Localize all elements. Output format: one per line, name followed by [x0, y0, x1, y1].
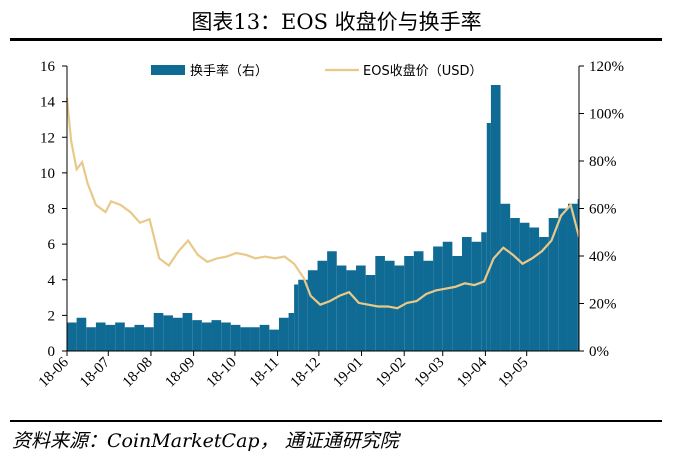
turnover-bar: [356, 265, 366, 351]
turnover-bar: [539, 237, 549, 351]
turnover-bar: [192, 320, 202, 352]
source-rule: [10, 420, 662, 422]
turnover-bar: [471, 241, 482, 351]
turnover-bar: [95, 322, 106, 351]
turnover-bar: [105, 324, 116, 352]
left-tick-label: 8: [48, 202, 56, 218]
turnover-bar: [423, 260, 434, 351]
turnover-bar: [294, 284, 299, 351]
left-tick-label: 14: [40, 95, 56, 111]
turnover-bar: [413, 251, 424, 351]
left-tick-label: 10: [40, 166, 55, 182]
x-tick-label: 18-10: [204, 355, 240, 391]
right-tick-label: 80%: [589, 154, 617, 170]
turnover-bar: [577, 199, 579, 351]
legend-label-turnover: 换手率（右）: [190, 63, 268, 79]
x-tick-label: 19-04: [454, 354, 490, 390]
turnover-bar: [433, 246, 443, 351]
x-tick-label: 18-12: [288, 355, 324, 391]
x-tick-label: 18-09: [162, 355, 198, 391]
turnover-bar: [144, 327, 154, 351]
turnover-bar: [67, 322, 77, 351]
left-tick-label: 2: [48, 308, 56, 324]
turnover-bar: [278, 317, 289, 351]
turnover-bar: [182, 313, 193, 351]
turnover-bar: [481, 232, 487, 351]
turnover-bar: [269, 329, 279, 352]
turnover-bar: [134, 324, 145, 352]
turnover-bar: [548, 218, 559, 351]
left-tick-label: 12: [40, 130, 55, 146]
turnover-bar: [240, 327, 251, 351]
turnover-bar: [346, 270, 357, 351]
x-tick-label: 18-08: [120, 355, 156, 391]
turnover-bar: [365, 275, 376, 351]
turnover-bar: [336, 265, 347, 351]
title-rule: [10, 38, 662, 41]
turnover-bars: [67, 85, 579, 352]
x-tick-label: 18-07: [77, 354, 113, 390]
left-tick-label: 0: [48, 344, 56, 360]
turnover-bar: [288, 313, 295, 351]
legend: 换手率（右） EOS收盘价（USD）: [151, 63, 482, 79]
turnover-bar: [317, 260, 328, 351]
turnover-bar: [172, 317, 183, 351]
turnover-bar: [221, 322, 231, 351]
turnover-bar: [519, 222, 530, 351]
turnover-bar: [529, 227, 540, 351]
turnover-bar: [298, 279, 308, 351]
axes: 02468101214160%20%40%60%80%100%120%18-06…: [36, 59, 624, 391]
price-line: [65, 97, 581, 310]
turnover-bar: [486, 123, 491, 351]
turnover-bar: [211, 320, 222, 352]
page-title: 图表13：EOS 收盘价与换手率: [191, 10, 482, 34]
right-tick-label: 60%: [589, 202, 617, 218]
turnover-bar: [510, 218, 520, 351]
turnover-bar: [259, 324, 270, 352]
turnover-bar: [462, 237, 472, 351]
turnover-bar: [115, 322, 125, 351]
turnover-bar: [124, 327, 135, 351]
right-tick-label: 0%: [589, 344, 609, 360]
x-tick-label: 18-11: [247, 355, 283, 391]
turnover-bar: [76, 317, 87, 351]
left-tick-label: 4: [48, 273, 56, 289]
turnover-bar: [442, 241, 453, 351]
turnover-bar: [201, 322, 212, 351]
turnover-bar: [153, 313, 164, 351]
legend-swatch-turnover: [151, 65, 185, 75]
left-tick-label: 16: [40, 59, 56, 75]
turnover-bar: [558, 208, 568, 351]
turnover-bar: [250, 327, 260, 351]
turnover-bar: [490, 85, 501, 351]
right-tick-label: 20%: [589, 297, 617, 313]
x-tick-label: 19-02: [373, 355, 409, 391]
turnover-bar: [500, 203, 511, 351]
turnover-bar: [375, 256, 385, 351]
turnover-bar: [86, 327, 96, 351]
turnover-bar: [307, 270, 318, 351]
right-tick-label: 100%: [589, 107, 624, 123]
left-tick-label: 6: [48, 237, 56, 253]
x-tick-label: 19-05: [495, 355, 531, 391]
turnover-bar: [163, 315, 173, 352]
x-tick-label: 19-03: [412, 355, 448, 391]
source-note: 资料来源：CoinMarketCap， 通证通研究院: [12, 430, 399, 452]
x-tick-label: 19-01: [330, 355, 366, 391]
turnover-bar: [230, 324, 241, 352]
turnover-bar: [452, 256, 463, 351]
legend-label-price: EOS收盘价（USD）: [363, 63, 482, 79]
right-tick-label: 120%: [589, 59, 624, 75]
right-tick-label: 40%: [589, 249, 617, 265]
turnover-bar: [567, 203, 578, 351]
